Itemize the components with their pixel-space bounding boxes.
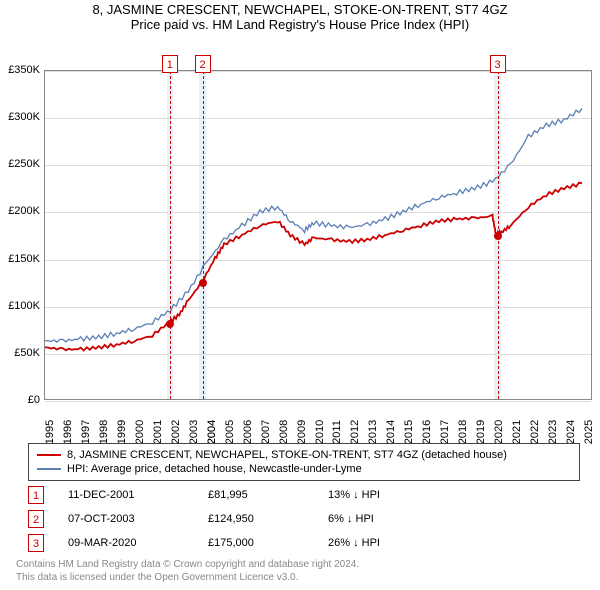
x-tick-label: 2018 [457, 420, 469, 444]
sale-marker-icon: 3 [28, 534, 44, 552]
x-axis: 1995 1996 1997 1998 1999 2000 2001 2002 2003 2004… [44, 402, 592, 442]
x-tick-label: 2019 [475, 420, 487, 444]
x-tick-label: 2014 [385, 420, 397, 444]
x-tick-label: 2021 [511, 420, 523, 444]
y-tick-label: £350K [8, 64, 40, 76]
footer-line: Contains HM Land Registry data © Crown c… [16, 558, 359, 571]
title-address: 8, JASMINE CRESCENT, NEWCHAPEL, STOKE-ON… [0, 2, 600, 17]
sale-diff: 6% ↓ HPI [328, 513, 448, 525]
sale-date: 09-MAR-2020 [68, 537, 208, 549]
x-tick-label: 1995 [44, 420, 56, 444]
x-tick-label: 2000 [134, 420, 146, 444]
marker-label: 3 [490, 55, 506, 73]
table-row: 3 09-MAR-2020 £175,000 26% ↓ HPI [28, 531, 580, 555]
sale-diff: 13% ↓ HPI [328, 489, 448, 501]
x-tick-label: 1996 [62, 420, 74, 444]
x-tick-label: 2007 [260, 420, 272, 444]
footer: Contains HM Land Registry data © Crown c… [16, 558, 359, 584]
x-tick-label: 2003 [188, 420, 200, 444]
sale-marker-icon: 1 [28, 486, 44, 504]
y-tick-label: £200K [8, 205, 40, 217]
table-row: 1 11-DEC-2001 £81,995 13% ↓ HPI [28, 483, 580, 507]
sale-price: £81,995 [208, 489, 328, 501]
y-tick-label: £50K [14, 347, 40, 359]
y-tick-label: £300K [8, 111, 40, 123]
x-tick-label: 2020 [493, 420, 505, 444]
title-subtitle: Price paid vs. HM Land Registry's House … [0, 17, 600, 32]
sale-price: £124,950 [208, 513, 328, 525]
legend-swatch [37, 468, 61, 470]
x-tick-label: 2004 [206, 420, 218, 444]
sale-point [166, 320, 174, 328]
sale-price: £175,000 [208, 537, 328, 549]
x-tick-label: 2022 [529, 420, 541, 444]
title-block: 8, JASMINE CRESCENT, NEWCHAPEL, STOKE-ON… [0, 0, 600, 32]
x-tick-label: 2023 [547, 420, 559, 444]
x-tick-label: 1998 [98, 420, 110, 444]
x-tick-label: 1997 [80, 420, 92, 444]
x-tick-label: 2010 [314, 420, 326, 444]
x-tick-label: 2008 [278, 420, 290, 444]
marker-label: 2 [195, 55, 211, 73]
x-tick-label: 2015 [403, 420, 415, 444]
legend-label: HPI: Average price, detached house, Newc… [67, 463, 362, 475]
chart-svg [45, 71, 591, 399]
sale-date: 07-OCT-2003 [68, 513, 208, 525]
legend-item: HPI: Average price, detached house, Newc… [37, 462, 571, 476]
y-tick-label: £0 [28, 394, 40, 406]
legend-item: 8, JASMINE CRESCENT, NEWCHAPEL, STOKE-ON… [37, 448, 571, 462]
sales-table: 1 11-DEC-2001 £81,995 13% ↓ HPI 2 07-OCT… [28, 483, 580, 555]
x-tick-label: 2013 [367, 420, 379, 444]
x-tick-label: 2001 [152, 420, 164, 444]
sale-diff: 26% ↓ HPI [328, 537, 448, 549]
x-tick-label: 2016 [421, 420, 433, 444]
chart-container: 8, JASMINE CRESCENT, NEWCHAPEL, STOKE-ON… [0, 0, 600, 590]
footer-line: This data is licensed under the Open Gov… [16, 571, 359, 584]
x-tick-label: 2017 [439, 420, 451, 444]
x-tick-label: 2006 [242, 420, 254, 444]
sale-date: 11-DEC-2001 [68, 489, 208, 501]
sale-marker-icon: 2 [28, 510, 44, 528]
table-row: 2 07-OCT-2003 £124,950 6% ↓ HPI [28, 507, 580, 531]
legend: 8, JASMINE CRESCENT, NEWCHAPEL, STOKE-ON… [28, 443, 580, 481]
x-tick-label: 2025 [583, 420, 595, 444]
x-tick-label: 2024 [565, 420, 577, 444]
marker-label: 1 [162, 55, 178, 73]
marker-line [170, 71, 171, 399]
y-tick-label: £150K [8, 253, 40, 265]
y-tick-label: £250K [8, 158, 40, 170]
series-hpi [45, 108, 582, 342]
legend-swatch [37, 454, 61, 456]
y-axis: £0£50K£100K£150K£200K£250K£300K£350K [0, 70, 42, 400]
marker-line [203, 71, 204, 399]
x-tick-label: 1999 [116, 420, 128, 444]
x-tick-label: 2012 [349, 420, 361, 444]
sale-point [199, 279, 207, 287]
x-tick-label: 2009 [296, 420, 308, 444]
sale-point [494, 232, 502, 240]
x-tick-label: 2005 [224, 420, 236, 444]
y-tick-label: £100K [8, 300, 40, 312]
x-tick-label: 2011 [331, 420, 343, 444]
series-property [45, 183, 582, 351]
legend-label: 8, JASMINE CRESCENT, NEWCHAPEL, STOKE-ON… [67, 449, 507, 461]
chart-plot-area: 123 [44, 70, 592, 400]
x-tick-label: 2002 [170, 420, 182, 444]
